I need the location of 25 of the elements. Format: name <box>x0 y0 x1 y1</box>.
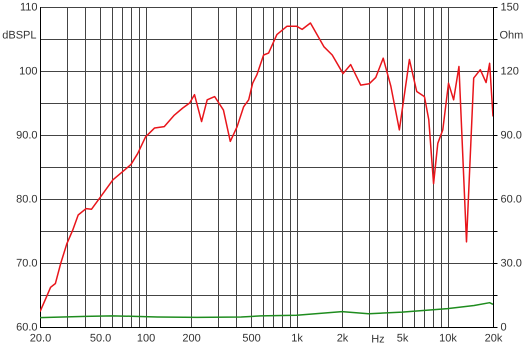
y-tick-label: 90.0 <box>16 130 38 142</box>
y2-tick-label: 150 <box>500 2 519 14</box>
x-tick-label: 2k <box>336 332 349 344</box>
y2-tick-label: 30.0 <box>500 258 522 270</box>
y2-axis-title: Ohm <box>500 30 524 42</box>
y-axis-title: dBSPL <box>2 30 36 42</box>
y-tick-label: 80.0 <box>16 194 38 206</box>
y2-tick-label: 60.0 <box>500 194 522 206</box>
y-tick-label: 70.0 <box>16 258 38 270</box>
x-tick-label: 1k <box>291 332 304 344</box>
x-tick-label: 10k <box>439 332 458 344</box>
x-axis-title: Hz <box>371 334 385 346</box>
y2-tick-label: 90.0 <box>500 130 522 142</box>
x-tick-label: 50.0 <box>90 332 112 344</box>
x-tick-label: 500 <box>242 332 261 344</box>
x-tick-label: 200 <box>182 332 201 344</box>
x-tick-label: 5k <box>396 332 409 344</box>
x-tick-label: 20k <box>484 332 503 344</box>
x-tick-label: 100 <box>136 332 156 344</box>
y-tick-label: 110 <box>20 2 38 14</box>
y-tick-label: 100 <box>19 66 38 78</box>
y2-tick-label: 120 <box>500 66 519 78</box>
y-tick-label: 60.0 <box>16 322 38 334</box>
y2-tick-label: 0 <box>500 322 507 334</box>
x-tick-label: 20.0 <box>30 332 52 344</box>
